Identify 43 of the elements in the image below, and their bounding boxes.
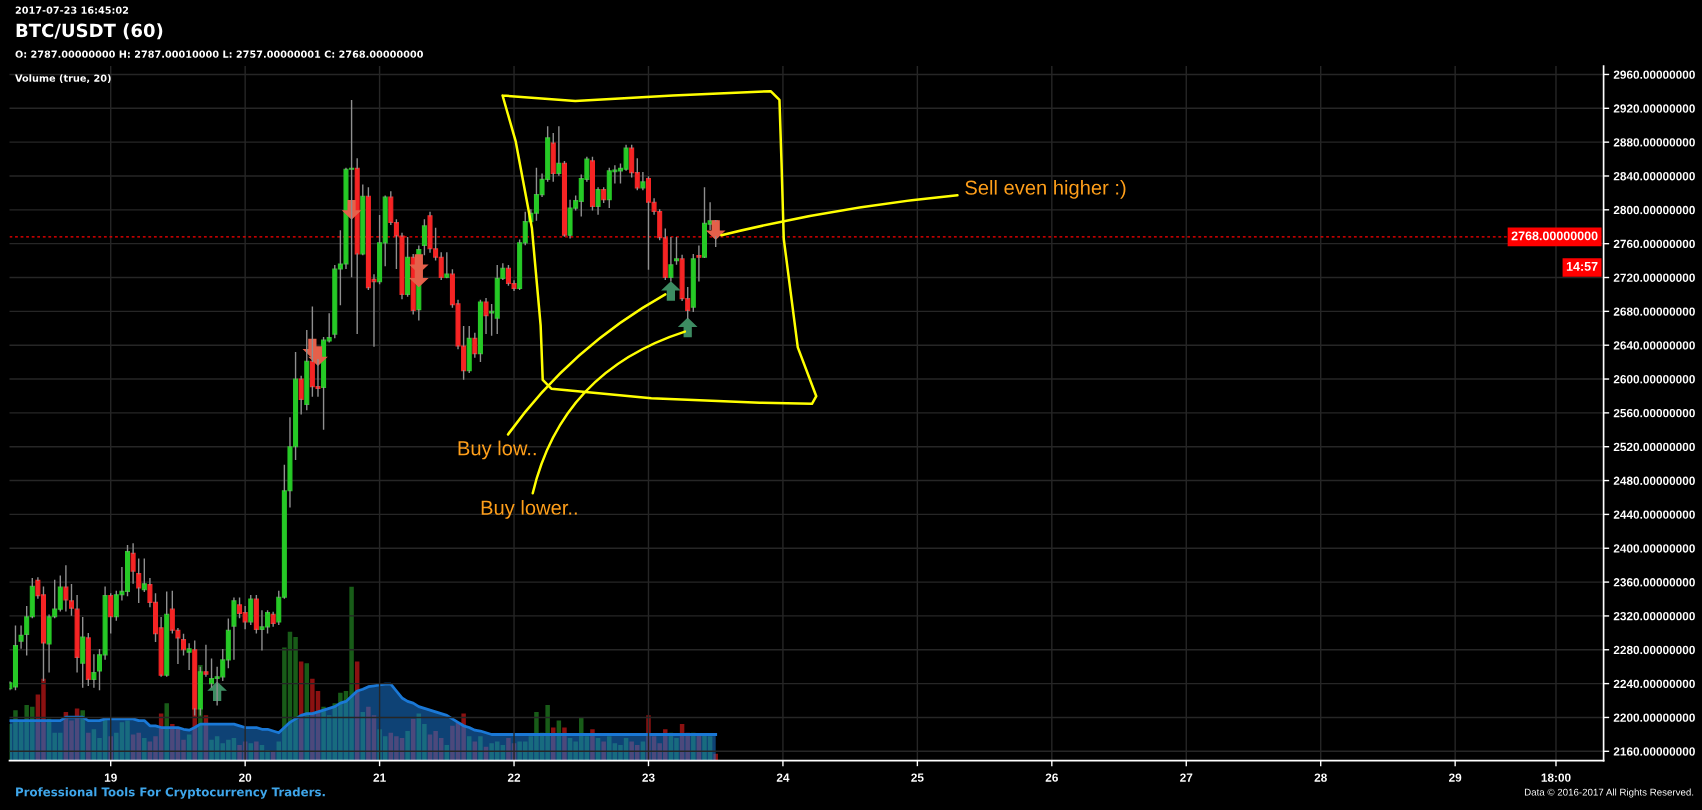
x-tick-label: 21 [373,773,386,782]
x-tick-label: 22 [507,773,521,782]
x-tick-label: 27 [1180,773,1193,782]
chart-title: BTC/USDT (60) [16,23,163,40]
y-tick-label: 2360.00000000 [1613,578,1695,587]
x-tick-label: 19 [104,773,117,782]
y-tick-label: 2160.00000000 [1613,747,1695,756]
y-tick-label: 2800.00000000 [1613,205,1695,215]
y-tick-label: 2680.00000000 [1613,307,1695,316]
y-tick-label: 2720.00000000 [1613,273,1695,282]
x-tick-label: 26 [1045,773,1058,782]
x-tick-label: 20 [239,773,252,782]
x-tick-label: 18:00 [1541,773,1571,782]
y-tick-label: 2440.00000000 [1613,510,1695,519]
y-tick-label: 2760.00000000 [1613,239,1695,249]
y-tick-label: 2920.00000000 [1613,104,1695,113]
annotation: 14:57 [1566,262,1598,271]
x-tick-label: 25 [911,773,924,782]
y-tick-label: 2560.00000000 [1613,408,1695,418]
y-tick-label: 2520.00000000 [1613,442,1695,452]
x-tick-label: 24 [776,773,790,782]
y-tick-label: 2400.00000000 [1613,544,1695,553]
x-tick-label: 29 [1449,773,1462,782]
y-tick-label: 2880.00000000 [1613,138,1695,147]
y-tick-label: 2480.00000000 [1613,476,1695,485]
x-tick-label: 23 [642,773,655,782]
annotation: Buy lower.. [481,500,577,519]
text: O: 2787.00000000 H: 2787.00010000 L: 2757.00000001 C: 2768.00000000 [15,50,423,58]
y-tick-label: 2600.00000000 [1613,375,1695,384]
y-tick-label: 2240.00000000 [1613,679,1695,688]
y-tick-label: 2640.00000000 [1613,341,1695,350]
text: Professional Tools For Cryptocurrency Traders. [16,787,325,799]
y-tick-label: 2200.00000000 [1613,713,1695,722]
y-tick-label: 2960.00000000 [1613,70,1695,79]
ref-line-label: 2768.00000000 [1511,231,1598,241]
annotation: Sell even higher :) [965,179,1126,199]
x-tick-label: 28 [1314,773,1327,782]
y-tick-label: 2320.00000000 [1613,611,1695,621]
y-tick-label: 2280.00000000 [1613,645,1695,655]
annotation: Buy low.. [458,440,536,460]
text: Data © 2016-2017 All Rights Reserved. [1524,788,1694,798]
y-tick-label: 2840.00000000 [1613,172,1695,181]
text: 2017-07-23 16:45:02 [15,6,129,14]
